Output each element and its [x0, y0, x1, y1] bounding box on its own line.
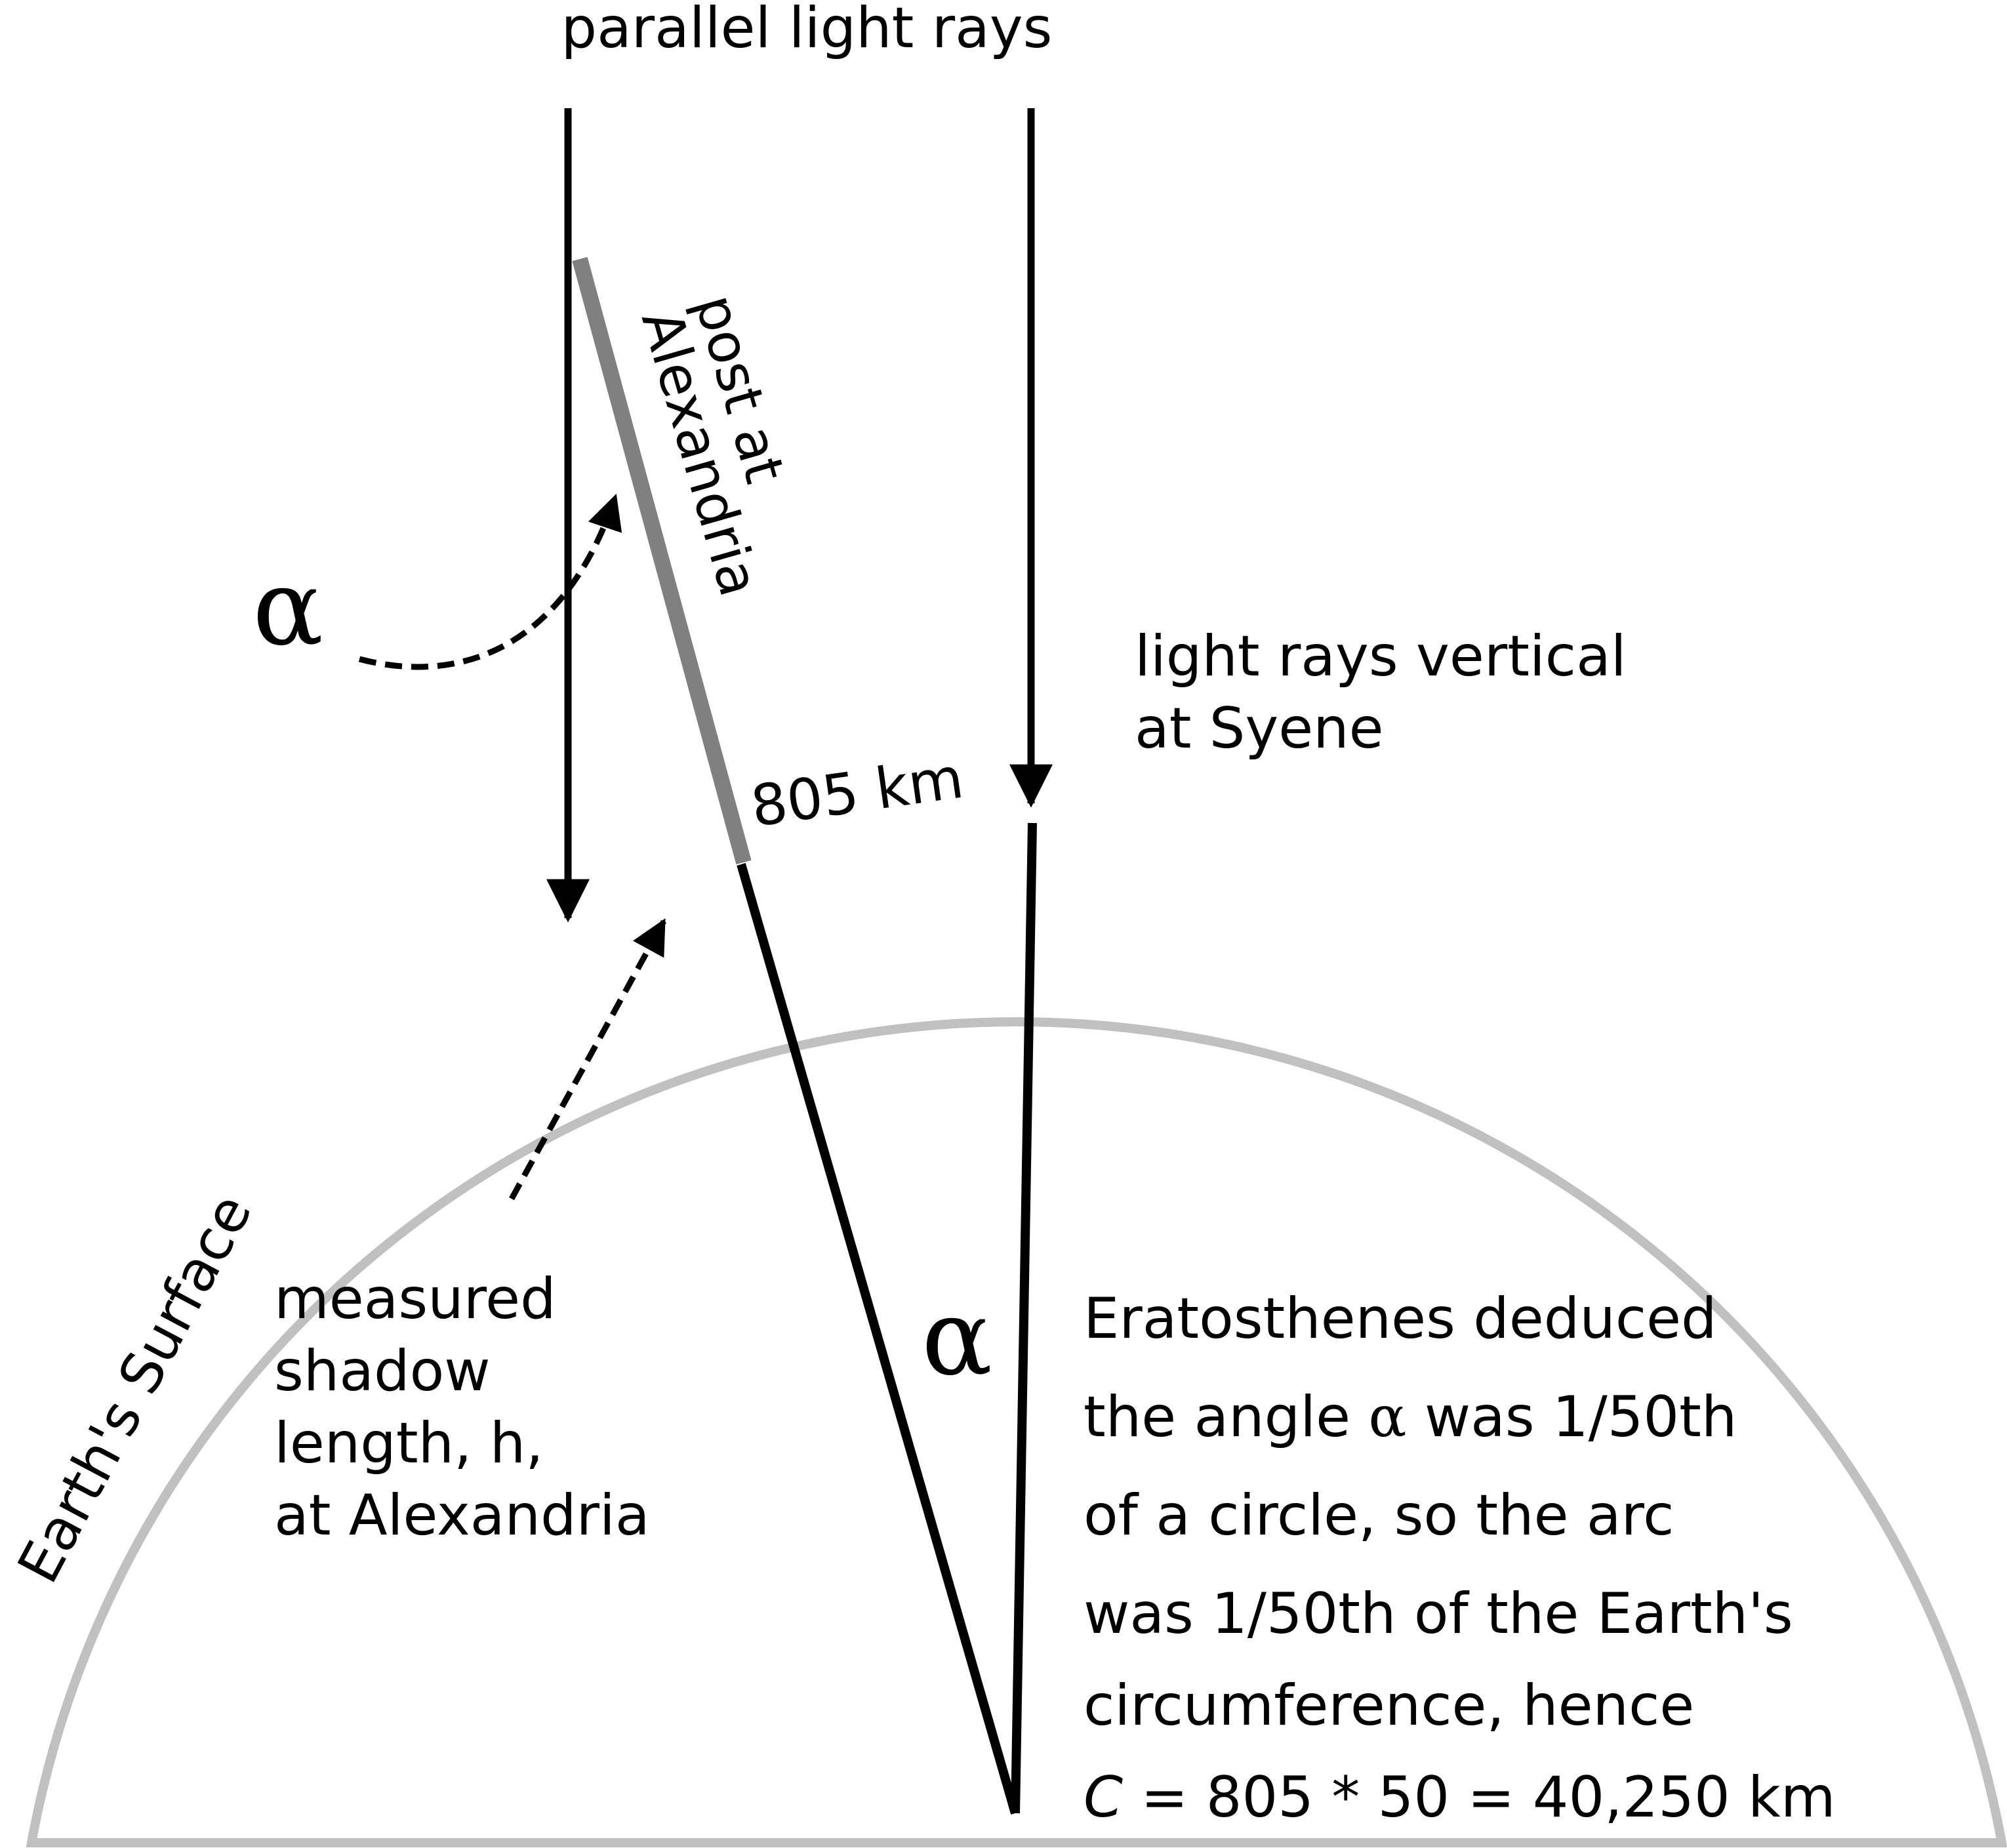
parallel-rays-label: parallel light rays [561, 0, 1053, 61]
arc-distance-label: 805 km [747, 746, 967, 840]
earth-surface-label: Earth's Surface [5, 1184, 264, 1593]
shadow-pointer-arrow [509, 918, 666, 1201]
shadow-label-line3: length, h, [274, 1411, 544, 1476]
explanation-line4: was 1/50th of the Earth's [1084, 1581, 1793, 1647]
radius-syene [1011, 822, 1037, 1814]
alpha-pointer-arrow [358, 493, 622, 670]
explanation-line1: Eratosthenes deduced [1084, 1286, 1717, 1352]
radius-alexandria [737, 863, 1020, 1815]
explanation-text: Eratosthenes deduced the angle α was 1/5… [1084, 1286, 1836, 1830]
post-at-alexandria [572, 256, 752, 865]
alpha-symbol-center: α [922, 1276, 992, 1399]
syene-label-line1: light rays vertical [1135, 624, 1627, 689]
alpha-symbol-top: α [253, 546, 323, 669]
shadow-label-line2: shadow [274, 1338, 491, 1404]
explanation-line3: of a circle, so the arc [1084, 1483, 1674, 1548]
explanation-line2: the angle α was 1/50th [1084, 1384, 1737, 1450]
syene-label-line2: at Syene [1135, 696, 1384, 761]
explanation-line6: C = 805 * 50 = 40,250 km [1084, 1765, 1836, 1830]
shadow-label-line4: at Alexandria [274, 1483, 650, 1548]
shadow-label-line1: measured [274, 1266, 556, 1332]
explanation-line5: circumference, hence [1084, 1673, 1694, 1738]
